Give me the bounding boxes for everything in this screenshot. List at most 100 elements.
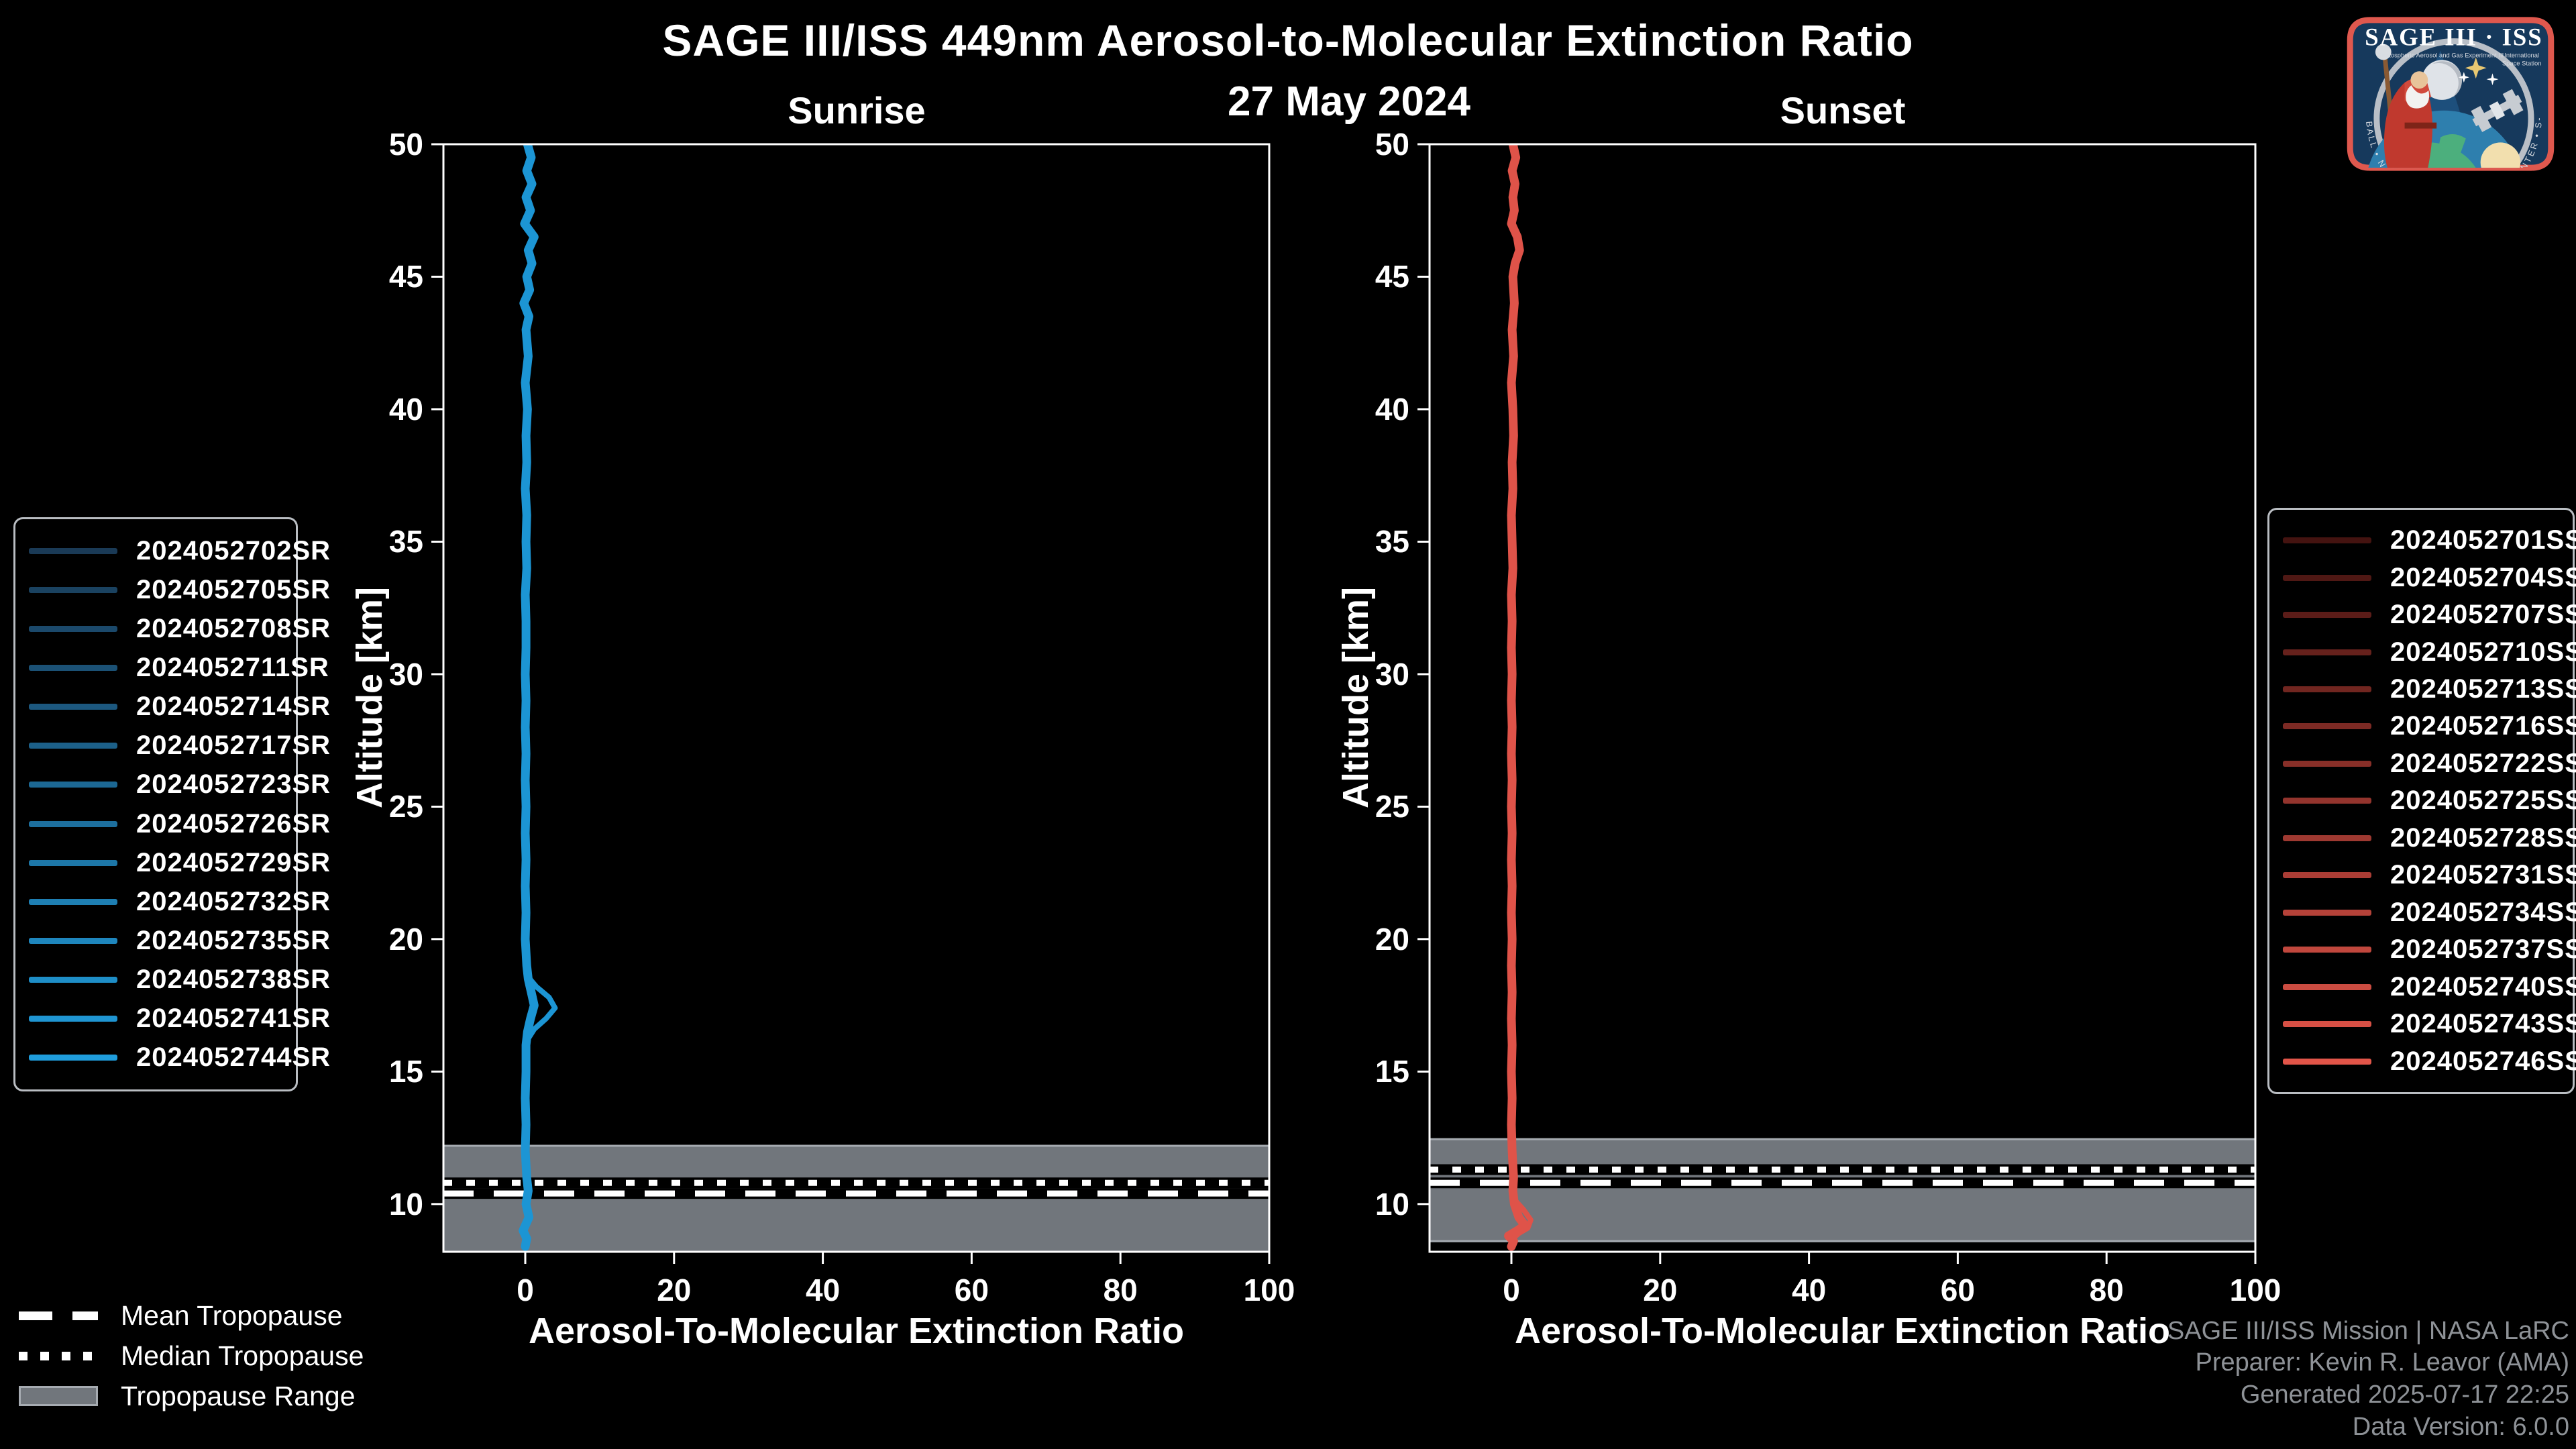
event-line-swatch <box>29 664 117 671</box>
x-tick-label: 40 <box>806 1273 841 1307</box>
legend-item: 2024052708SR <box>29 614 330 644</box>
event-id-label: 2024052746SS <box>2390 1046 2576 1076</box>
legend-item: 2024052744SR <box>29 1042 330 1073</box>
moon-shadow <box>2432 61 2463 97</box>
star-icon <box>2458 72 2469 83</box>
panel-title-sunrise: Sunrise <box>788 89 926 131</box>
event-line-swatch <box>2283 760 2371 767</box>
event-id-label: 2024052731SS <box>2390 860 2576 890</box>
x-tick-label: 20 <box>1643 1273 1678 1307</box>
event-line-swatch <box>2283 686 2371 693</box>
footer-line-version: Data Version: 6.0.0 <box>2352 1413 2569 1442</box>
footer-credits: SAGE III/ISS Mission | NASA LaRC Prepare… <box>2167 1316 2569 1444</box>
event-line-swatch <box>29 820 117 827</box>
event-id-label: 2024052741SR <box>136 1004 331 1034</box>
event-line-swatch <box>2283 947 2371 953</box>
legend-item: 2024052729SR <box>29 848 330 878</box>
event-line-swatch <box>29 1055 117 1061</box>
event-id-label: 2024052734SS <box>2390 897 2576 927</box>
x-tick-label: 60 <box>1940 1273 1975 1307</box>
event-line-swatch <box>29 704 117 710</box>
event-id-label: 2024052716SS <box>2390 711 2576 741</box>
legend-item: 2024052746SS <box>2283 1046 2576 1077</box>
legend-item: 2024052737SS <box>2283 934 2576 965</box>
sage-iii-iss-mission-patch-logo: SAGE III · ISS Stratospheric Aerosol and… <box>2347 17 2555 171</box>
x-tick-label: 100 <box>2229 1273 2282 1307</box>
event-line-swatch <box>29 547 117 554</box>
event-id-label: 2024052729SR <box>136 847 331 877</box>
y-tick-label: 25 <box>388 789 423 824</box>
legend-item: 2024052722SS <box>2283 749 2576 779</box>
legend-item: 2024052731SS <box>2283 860 2576 890</box>
event-id-label: 2024052722SS <box>2390 748 2576 778</box>
profile-line-sunset <box>1504 144 1529 1251</box>
legend-item: 2024052711SR <box>29 653 329 683</box>
legend-item: 2024052714SR <box>29 692 330 722</box>
plot-frame <box>1428 143 2257 1253</box>
event-id-label: 2024052735SR <box>136 925 331 955</box>
legend-label: Median Tropopause <box>121 1340 364 1371</box>
event-line-swatch <box>2283 983 2371 990</box>
y-tick-label: 50 <box>1375 127 1409 162</box>
event-id-label: 2024052723SR <box>136 769 331 800</box>
x-tick-label: 0 <box>517 1273 534 1307</box>
event-line-swatch <box>29 743 117 749</box>
legend-item: 2024052713SS <box>2283 674 2576 704</box>
figure-title: SAGE III/ISS 449nm Aerosol-to-Molecular … <box>662 15 1914 65</box>
logo-title-text: SAGE III · ISS <box>2365 23 2542 51</box>
event-line-swatch <box>29 859 117 866</box>
event-line-swatch <box>29 625 117 632</box>
legend-item: 2024052728SS <box>2283 823 2576 853</box>
event-id-label: 2024052743SS <box>2390 1009 2576 1039</box>
legend-label: Mean Tropopause <box>121 1299 343 1331</box>
sun-icon <box>2480 142 2521 168</box>
event-id-label: 2024052705SR <box>136 574 331 604</box>
legend-item: 2024052735SR <box>29 926 330 956</box>
x-tick-label: 60 <box>954 1273 989 1307</box>
legend-item-mean-tropopause: Mean Tropopause <box>19 1300 364 1331</box>
profile-line-sunrise <box>519 144 539 1251</box>
event-id-label: 2024052714SR <box>136 692 331 722</box>
y-tick-label: 40 <box>388 391 423 427</box>
x-tick-label: 0 <box>1503 1273 1520 1307</box>
x-tick-label: 80 <box>1103 1273 1138 1307</box>
event-id-label: 2024052744SR <box>136 1042 331 1073</box>
event-id-label: 2024052711SR <box>136 652 329 682</box>
y-tick-label: 15 <box>1375 1054 1409 1089</box>
sage-wizard-figure <box>2375 44 2437 168</box>
event-line-swatch <box>29 937 117 944</box>
y-tick-label: 15 <box>388 1054 423 1089</box>
figure-date: 27 May 2024 <box>1228 78 1470 125</box>
y-tick-label: 10 <box>1375 1186 1409 1222</box>
moon-icon <box>2422 60 2462 100</box>
footer-line-generated: Generated 2025-07-17 22:25 <box>2240 1381 2569 1409</box>
legend-sunset-events: 2024052701SS 2024052704SS 2024052707SS 2024… <box>2267 508 2576 1094</box>
event-id-label: 2024052738SR <box>136 965 331 995</box>
x-axis-label-sunrise: Aerosol-To-Molecular Extinction Ratio <box>528 1311 1185 1351</box>
iss-icon <box>2471 89 2524 132</box>
legend-item: 2024052725SS <box>2283 786 2576 816</box>
y-tick-label: 35 <box>1375 524 1409 559</box>
x-tick-label: 80 <box>2089 1273 2124 1307</box>
y-tick-label: 35 <box>388 524 423 559</box>
legend-item: 2024052734SS <box>2283 898 2576 928</box>
y-tick-label: 50 <box>388 127 423 162</box>
event-id-label: 2024052708SR <box>136 613 331 643</box>
earth-continent <box>2438 133 2466 156</box>
band-swatch <box>19 1386 98 1406</box>
legend-item: 2024052717SR <box>29 731 330 761</box>
event-id-label: 2024052707SS <box>2390 600 2576 630</box>
x-tick-label: 20 <box>657 1273 692 1307</box>
y-tick-label: 20 <box>1375 921 1409 957</box>
x-tick-label: 40 <box>1792 1273 1827 1307</box>
tropopause-legend: Mean Tropopause Median Tropopause Tropop… <box>19 1300 364 1411</box>
event-line-swatch <box>2283 1021 2371 1028</box>
legend-item: 2024052710SS <box>2283 637 2576 667</box>
event-line-swatch <box>2283 909 2371 916</box>
event-line-swatch <box>2283 835 2371 841</box>
legend-item: 2024052740SS <box>2283 972 2576 1002</box>
event-id-label: 2024052740SS <box>2390 971 2576 1002</box>
footer-line-mission: SAGE III/ISS Mission | NASA LaRC <box>2167 1316 2569 1345</box>
tropopause-range-band <box>1430 1139 2255 1242</box>
plot-sunset <box>1417 143 2257 1264</box>
